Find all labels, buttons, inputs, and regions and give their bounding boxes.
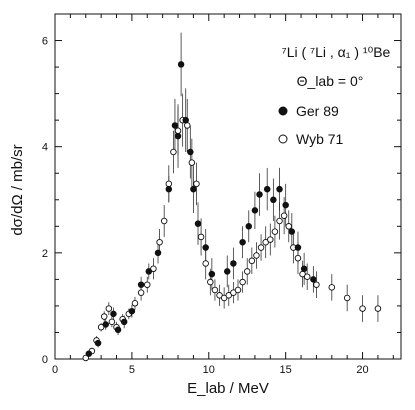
point-ger89 [165,185,173,193]
point-wyb71 [156,238,163,246]
point-wyb71 [131,300,139,307]
legend-label-wyb71: Wyb 71 [296,131,344,147]
x-tick-label: 0 [52,364,58,376]
point-wyb71 [183,122,191,129]
point-ger89 [190,185,197,193]
y-tick-label: 2 [42,248,48,260]
point-ger89 [114,326,122,334]
point-wyb71 [294,254,302,262]
point-ger89 [154,249,162,257]
point-wyb71 [285,223,292,230]
point-wyb71 [165,180,173,188]
point-wyb71 [359,305,366,312]
data-points [82,61,382,362]
point-wyb71 [374,305,382,312]
point-ger89 [110,310,117,318]
point-ger89 [102,321,109,328]
point-ger89 [177,61,185,68]
point-wyb71 [303,273,311,280]
point-ger89 [182,116,189,124]
x-tick-label: 20 [356,364,368,376]
point-wyb71 [108,318,116,326]
y-tick-label: 6 [42,36,48,48]
point-ger89 [288,228,296,235]
legend: Ger 89 Wyb 71 [278,103,344,147]
axis-tick-labels: 0 5 10 15 20 0 2 4 6 [42,36,369,376]
point-ger89 [300,265,308,273]
point-ger89 [294,244,302,251]
x-tick-label: 10 [203,364,215,376]
point-wyb71 [343,294,351,302]
point-ger89 [174,132,182,140]
point-ger89 [94,339,102,347]
point-ger89 [187,148,194,156]
point-wyb71 [267,236,274,243]
point-wyb71 [280,212,288,219]
x-axis-label: E_lab / MeV [187,380,269,397]
x-tick-label: 15 [280,364,292,376]
point-ger89 [202,244,209,251]
point-wyb71 [253,252,260,259]
point-ger89 [310,276,317,283]
point-ger89 [120,318,128,326]
point-wyb71 [243,268,251,275]
point-wyb71 [211,286,219,294]
point-ger89 [194,220,202,227]
point-ger89 [282,201,289,209]
point-ger89 [137,281,145,288]
point-wyb71 [170,148,177,156]
point-wyb71 [144,281,151,288]
x-tick-label: 5 [129,364,135,376]
point-ger89 [230,260,237,267]
legend-marker-ger89 [278,106,288,116]
point-ger89 [145,268,153,275]
y-tick-label: 0 [42,354,48,366]
point-wyb71 [234,286,242,294]
point-wyb71 [137,289,145,296]
y-tick-label: 4 [42,142,48,154]
point-wyb71 [202,260,209,267]
point-wyb71 [276,217,283,225]
point-ger89 [128,307,136,315]
chart-title-reaction: ⁷Li ( ⁷Li , α₁ ) ¹⁰Be [282,44,391,60]
point-wyb71 [239,278,246,286]
point-wyb71 [105,305,113,312]
point-wyb71 [174,127,182,135]
point-ger89 [263,185,271,193]
point-wyb71 [193,180,200,188]
point-wyb71 [271,228,279,235]
point-wyb71 [188,159,196,166]
y-axis-label: dσ/dΩ / mb/sr [9,144,26,235]
point-wyb71 [100,313,108,320]
point-ger89 [245,223,253,230]
point-wyb71 [207,278,214,286]
point-wyb71 [160,217,168,225]
legend-label-ger89: Ger 89 [296,103,339,119]
point-wyb71 [313,281,320,288]
point-wyb71 [197,233,205,241]
point-ger89 [276,185,283,193]
point-wyb71 [248,257,256,265]
point-wyb71 [257,244,265,251]
point-ger89 [208,270,216,278]
axis-ticks [54,14,401,360]
chart-title-angle: Θ_lab = 0° [297,73,364,89]
point-ger89 [85,350,93,357]
point-ger89 [270,196,277,204]
point-wyb71 [328,284,336,291]
legend-marker-wyb71 [278,134,288,144]
point-ger89 [256,191,263,198]
plot-frame [54,13,402,360]
point-ger89 [223,268,231,275]
point-ger89 [239,238,246,246]
point-ger89 [251,207,259,214]
point-ger89 [171,122,179,129]
point-wyb71 [82,354,90,362]
